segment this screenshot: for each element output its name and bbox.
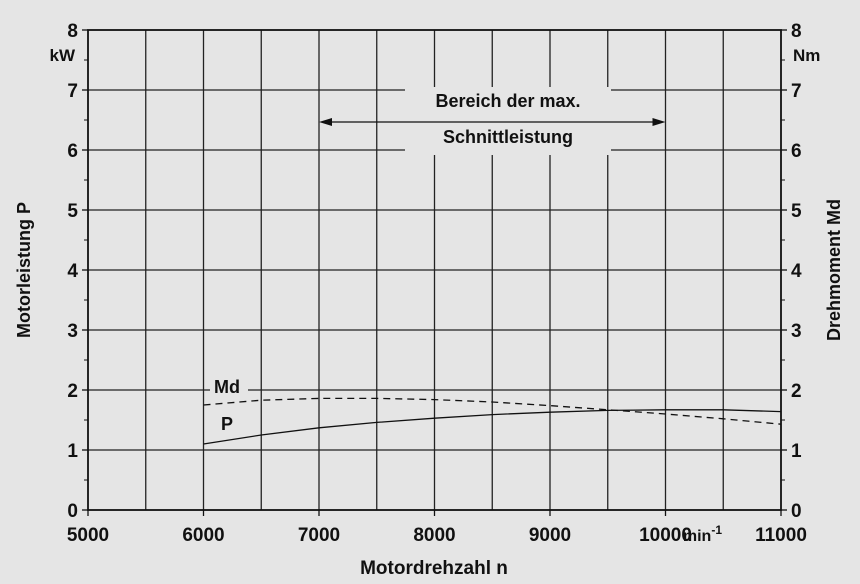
y-tick-label-right: 7 (791, 81, 802, 102)
annotation-background (405, 87, 611, 155)
y-tick-label-left: 2 (67, 381, 78, 402)
series-label-p: P (221, 414, 233, 434)
annotation-line-1: Bereich der max. (435, 91, 580, 111)
y-tick-label-right: 8 (791, 21, 802, 42)
y-tick-label-left: 7 (67, 81, 78, 102)
y-tick-label-left: 3 (67, 321, 78, 342)
y-tick-label-left: 5 (67, 201, 78, 222)
series-line-p (203, 409, 782, 445)
y-tick-label-left: 1 (67, 441, 78, 462)
y-unit-right: Nm (793, 46, 820, 65)
labels: 0 0 1 1 2 2 3 3 4 4 5 5 6 6 7 7 8 8 5000 6000 7000 8000 9000 10… (14, 21, 844, 579)
x-unit-exponent: -1 (711, 523, 722, 537)
x-tick-label: 9000 (529, 525, 571, 546)
series-label-md: Md (214, 377, 240, 397)
x-tick-label: 6000 (182, 525, 224, 546)
series-label-bg-md (210, 375, 248, 396)
y-axis-label-right: Drehmoment Md (824, 199, 844, 341)
y-tick-label-right: 1 (791, 441, 802, 462)
x-axis-label: Motordrehzahl n (360, 558, 508, 579)
series-layer (203, 397, 782, 445)
y-tick-label-left: 6 (67, 141, 78, 162)
annotation-arrow-head-left (319, 118, 332, 126)
y-tick-label-right: 0 (791, 501, 802, 522)
x-unit-base: min (683, 528, 711, 545)
y-unit-left: kW (50, 46, 76, 65)
x-tick-label: 5000 (67, 525, 109, 546)
x-tick-label: 8000 (413, 525, 455, 546)
x-unit-label: min-1 (683, 523, 722, 545)
x-tick-label: 10000 (639, 525, 692, 546)
series-line-md (203, 397, 782, 425)
y-tick-label-left: 4 (67, 261, 78, 282)
series-label-bg-p (218, 412, 242, 433)
y-axis-label-left: Motorleistung P (14, 202, 34, 338)
annotation-arrow-head-right (652, 118, 666, 126)
y-tick-label-right: 6 (791, 141, 802, 162)
y-tick-label-left: 8 (67, 21, 78, 42)
annotation-line-2: Schnittleistung (443, 127, 573, 147)
y-tick-label-right: 5 (791, 201, 802, 222)
y-tick-label-right: 2 (791, 381, 802, 402)
y-tick-label-right: 3 (791, 321, 802, 342)
y-tick-label-right: 4 (791, 261, 802, 282)
x-tick-label: 11000 (755, 525, 807, 546)
tick-marks (82, 29, 787, 516)
y-tick-label-left: 0 (67, 501, 78, 522)
x-tick-label: 7000 (298, 525, 340, 546)
